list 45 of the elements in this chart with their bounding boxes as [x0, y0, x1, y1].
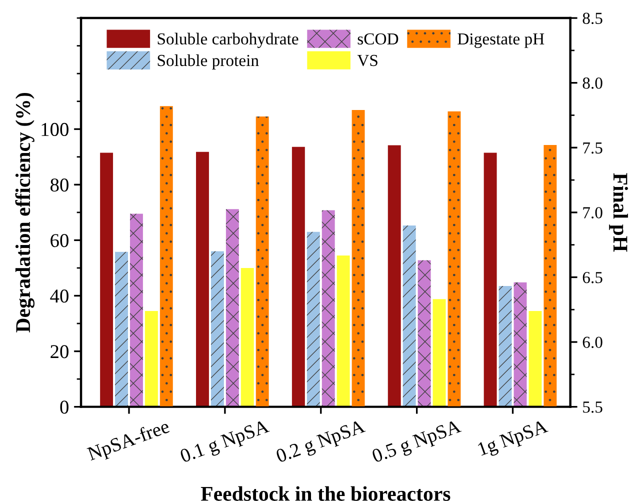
legend-label: VS	[357, 54, 378, 66]
y2-tick-label: 6.0	[582, 336, 602, 348]
y2-tick-label: 7.0	[583, 207, 602, 218]
y2-tick-label: 6.5	[582, 272, 602, 284]
y2-axis-title: Final pH	[609, 173, 628, 252]
bar	[210, 251, 224, 407]
y2-tick-label: 7.5	[583, 142, 602, 154]
bar	[226, 209, 239, 407]
bar	[432, 299, 446, 407]
y-tick-label: 60	[50, 234, 68, 248]
bar	[484, 152, 497, 407]
bar	[322, 210, 335, 407]
bar	[498, 286, 512, 407]
x-tick-label: 0.1 g NpSA	[179, 419, 272, 467]
y2-tick-label: 8.5	[582, 12, 602, 24]
bar	[514, 282, 527, 407]
y-tick-label: 100	[42, 122, 68, 136]
bar	[528, 311, 542, 407]
bar	[388, 145, 401, 407]
bar	[144, 311, 158, 407]
x-axis-title: Feedstock in the bioreactors	[200, 486, 450, 501]
legend-label: sCOD	[358, 33, 398, 45]
bar	[130, 214, 143, 407]
y-tick-label: 20	[50, 345, 68, 358]
y-tick-label: 40	[50, 290, 68, 303]
x-tick-label: 1g NpSA	[477, 419, 550, 460]
bar	[402, 225, 416, 407]
x-tick-label: 0.5 g NpSA	[371, 419, 464, 467]
bar	[418, 260, 431, 407]
bar	[115, 252, 128, 407]
legend-label: Soluble protein	[158, 54, 259, 70]
y-axis-title: Degradation efficiency (%)	[15, 93, 34, 332]
x-tick-label: 0.2 g NpSA	[275, 419, 368, 467]
y-tick-label: 0	[60, 400, 68, 414]
bar	[196, 152, 209, 407]
bar	[336, 255, 350, 407]
bar	[306, 232, 320, 407]
legend-label: Digestate pH	[458, 33, 544, 48]
bar	[292, 146, 305, 407]
legend-label: Soluble carbohydrate	[158, 32, 298, 48]
bar	[100, 152, 114, 407]
y2-tick-label: 5.5	[583, 402, 602, 413]
y-tick-label: 80	[50, 178, 68, 192]
y2-tick-label: 8.0	[582, 78, 602, 89]
bar	[240, 268, 254, 407]
